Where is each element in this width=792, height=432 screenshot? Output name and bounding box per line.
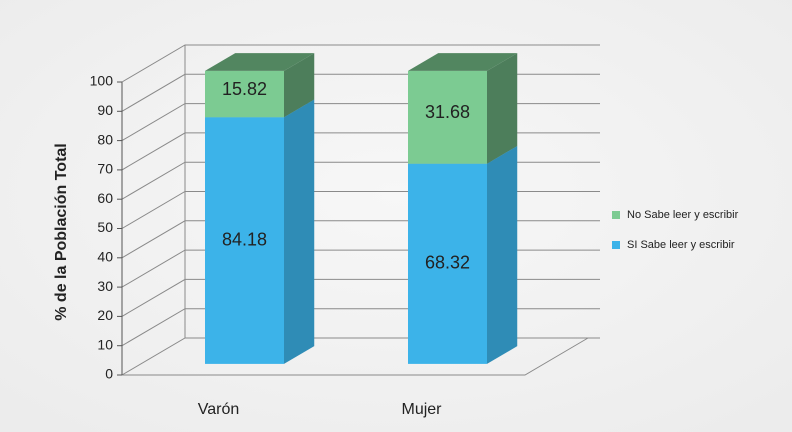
floor [122,45,589,376]
y-tick-label: 100 [90,73,114,89]
y-tick-label: 90 [97,102,113,118]
value-label: 15.82 [222,79,267,99]
bar-front [408,163,487,364]
y-axis-label: % de la Población Total [53,143,70,321]
y-tick-label: 30 [97,278,113,294]
value-label: 84.18 [222,229,267,249]
y-tick-label: 10 [97,336,113,352]
y-tick-label: 80 [97,131,113,147]
y-tick-label: 60 [97,190,113,206]
y-tick-label: 20 [97,307,113,323]
bar-top [408,53,518,71]
legend-label: No Sabe leer y escribir [627,209,739,221]
bar-side [284,99,315,364]
y-tick-label: 50 [97,219,113,235]
bar-segment [205,99,315,364]
bar-front [408,70,487,164]
bar-side [284,53,315,118]
bar-front [205,117,284,364]
x-tick-label: Varón [198,401,240,418]
bar-side [487,53,518,164]
y-tick-label: 0 [105,366,113,382]
legend-swatch [612,211,620,219]
bar-front [205,70,284,118]
x-tick-label: Mujer [401,401,442,418]
y-tick-label: 40 [97,249,113,265]
legend-swatch [612,241,620,249]
bar-side [487,145,518,364]
value-label: 31.68 [425,102,470,122]
y-tick-label: 70 [97,161,113,177]
legend: No Sabe leer y escribir SI Sabe leer y es… [612,209,739,251]
bar-segment [205,53,315,118]
bar-top [205,53,315,71]
bar-segment [408,53,518,164]
legend-label: SI Sabe leer y escribir [627,239,735,251]
value-label: 68.32 [425,253,470,273]
